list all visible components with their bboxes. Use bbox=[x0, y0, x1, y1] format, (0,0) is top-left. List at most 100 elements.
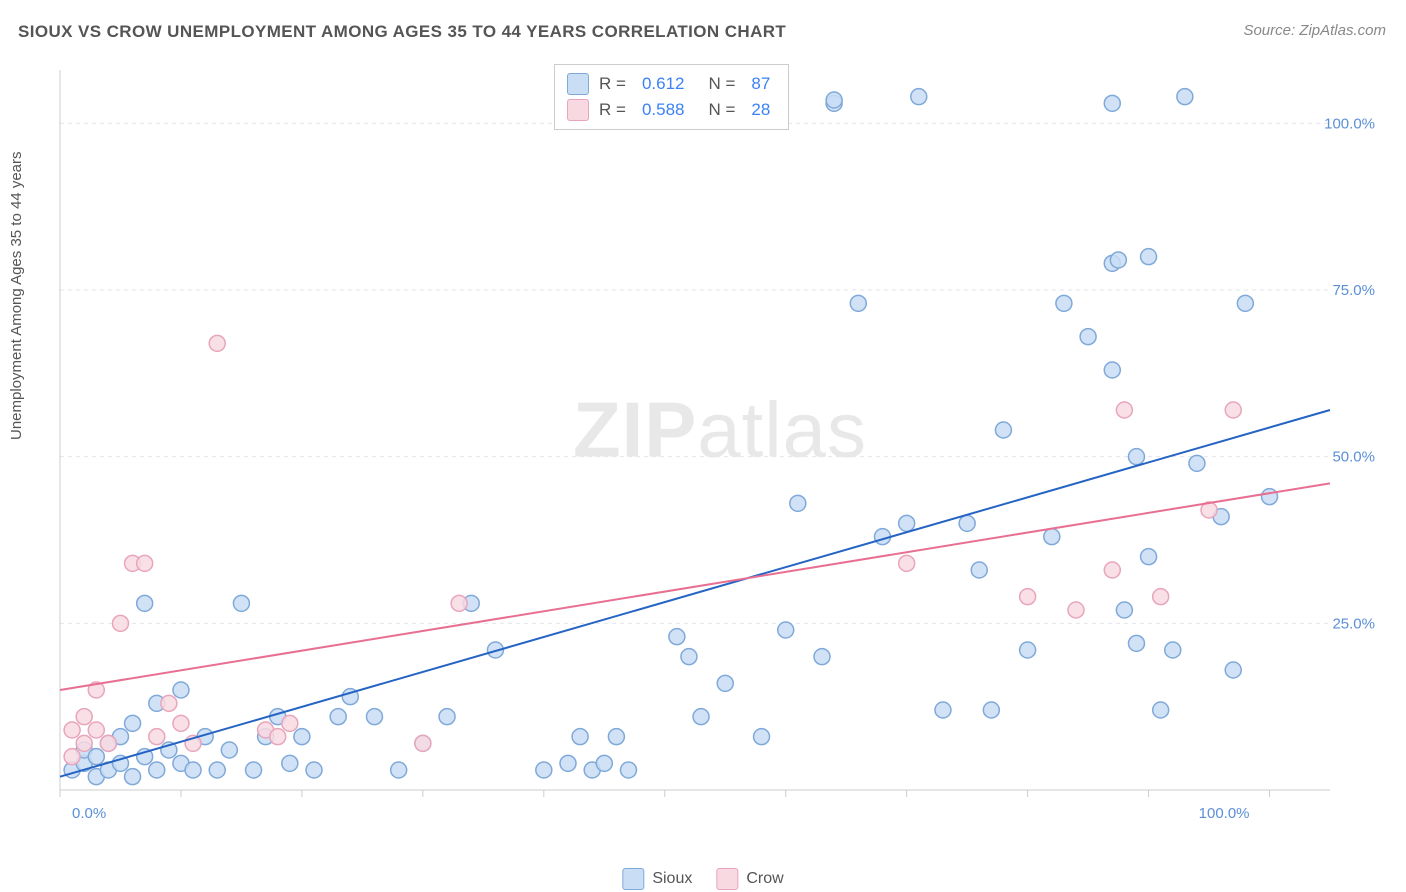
chart-title: SIOUX VS CROW UNEMPLOYMENT AMONG AGES 35… bbox=[18, 22, 786, 42]
data-point bbox=[1262, 489, 1278, 505]
data-point bbox=[1068, 602, 1084, 618]
data-point bbox=[100, 735, 116, 751]
data-point bbox=[899, 515, 915, 531]
data-point bbox=[149, 762, 165, 778]
data-point bbox=[814, 649, 830, 665]
data-point bbox=[439, 709, 455, 725]
data-point bbox=[282, 715, 298, 731]
data-point bbox=[620, 762, 636, 778]
y-tick-label: 25.0% bbox=[1332, 615, 1375, 632]
data-point bbox=[1225, 662, 1241, 678]
data-point bbox=[330, 709, 346, 725]
data-point bbox=[1165, 642, 1181, 658]
data-point bbox=[282, 755, 298, 771]
data-point bbox=[935, 702, 951, 718]
data-point bbox=[173, 682, 189, 698]
legend-n-value: 28 bbox=[751, 100, 770, 120]
legend-label: Sioux bbox=[652, 870, 692, 888]
data-point bbox=[1020, 642, 1036, 658]
data-point bbox=[899, 555, 915, 571]
legend-label: Crow bbox=[746, 870, 783, 888]
data-point bbox=[64, 749, 80, 765]
data-point bbox=[366, 709, 382, 725]
legend-row: R = 0.588 N = 28 bbox=[567, 97, 776, 123]
data-point bbox=[149, 729, 165, 745]
data-point bbox=[391, 762, 407, 778]
data-point bbox=[1104, 562, 1120, 578]
legend-n-value: 87 bbox=[751, 74, 770, 94]
data-point bbox=[233, 595, 249, 611]
data-point bbox=[112, 615, 128, 631]
data-point bbox=[221, 742, 237, 758]
data-point bbox=[451, 595, 467, 611]
data-point bbox=[572, 729, 588, 745]
y-tick-label: 75.0% bbox=[1332, 282, 1375, 299]
data-point bbox=[778, 622, 794, 638]
data-point bbox=[596, 755, 612, 771]
data-point bbox=[88, 722, 104, 738]
data-point bbox=[681, 649, 697, 665]
data-point bbox=[1056, 295, 1072, 311]
data-point bbox=[754, 729, 770, 745]
data-point bbox=[1141, 249, 1157, 265]
data-point bbox=[850, 295, 866, 311]
y-tick-label: 100.0% bbox=[1324, 115, 1375, 132]
data-point bbox=[669, 629, 685, 645]
data-point bbox=[959, 515, 975, 531]
legend-r-label: R = bbox=[599, 100, 626, 120]
legend-r-value: 0.588 bbox=[642, 100, 685, 120]
legend-item: Sioux bbox=[622, 868, 692, 890]
legend-r-value: 0.612 bbox=[642, 74, 685, 94]
data-point bbox=[1044, 529, 1060, 545]
data-point bbox=[64, 722, 80, 738]
data-point bbox=[76, 735, 92, 751]
data-point bbox=[1128, 449, 1144, 465]
data-point bbox=[1128, 635, 1144, 651]
data-point bbox=[790, 495, 806, 511]
data-point bbox=[1225, 402, 1241, 418]
data-point bbox=[1237, 295, 1253, 311]
data-point bbox=[971, 562, 987, 578]
data-point bbox=[306, 762, 322, 778]
source-attribution: Source: ZipAtlas.com bbox=[1243, 22, 1386, 39]
data-point bbox=[1177, 89, 1193, 105]
data-point bbox=[125, 715, 141, 731]
data-point bbox=[911, 89, 927, 105]
data-point bbox=[1104, 362, 1120, 378]
data-point bbox=[209, 762, 225, 778]
data-point bbox=[125, 769, 141, 785]
data-point bbox=[88, 749, 104, 765]
data-point bbox=[270, 729, 286, 745]
y-axis-label: Unemployment Among Ages 35 to 44 years bbox=[8, 151, 25, 440]
legend-swatch bbox=[622, 868, 644, 890]
data-point bbox=[1153, 702, 1169, 718]
x-tick-label: 100.0% bbox=[1199, 805, 1250, 822]
data-point bbox=[608, 729, 624, 745]
data-point bbox=[560, 755, 576, 771]
data-point bbox=[1110, 252, 1126, 268]
data-point bbox=[294, 729, 310, 745]
legend-swatch bbox=[716, 868, 738, 890]
data-point bbox=[76, 709, 92, 725]
data-point bbox=[161, 695, 177, 711]
chart-area: 25.0%50.0%75.0%100.0%0.0%100.0% ZIPatlas bbox=[50, 60, 1390, 830]
y-tick-label: 50.0% bbox=[1332, 449, 1375, 466]
legend-n-label: N = bbox=[708, 100, 735, 120]
data-point bbox=[185, 762, 201, 778]
correlation-legend: R = 0.612 N = 87 R = 0.588 N = 28 bbox=[554, 64, 789, 130]
data-point bbox=[209, 335, 225, 351]
data-point bbox=[137, 555, 153, 571]
data-point bbox=[1104, 95, 1120, 111]
data-point bbox=[693, 709, 709, 725]
x-tick-label: 0.0% bbox=[72, 805, 106, 822]
legend-n-label: N = bbox=[708, 74, 735, 94]
legend-swatch bbox=[567, 99, 589, 121]
legend-r-label: R = bbox=[599, 74, 626, 94]
data-point bbox=[415, 735, 431, 751]
data-point bbox=[1020, 589, 1036, 605]
data-point bbox=[1189, 455, 1205, 471]
legend-item: Crow bbox=[716, 868, 783, 890]
data-point bbox=[826, 92, 842, 108]
data-point bbox=[1153, 589, 1169, 605]
data-point bbox=[1141, 549, 1157, 565]
